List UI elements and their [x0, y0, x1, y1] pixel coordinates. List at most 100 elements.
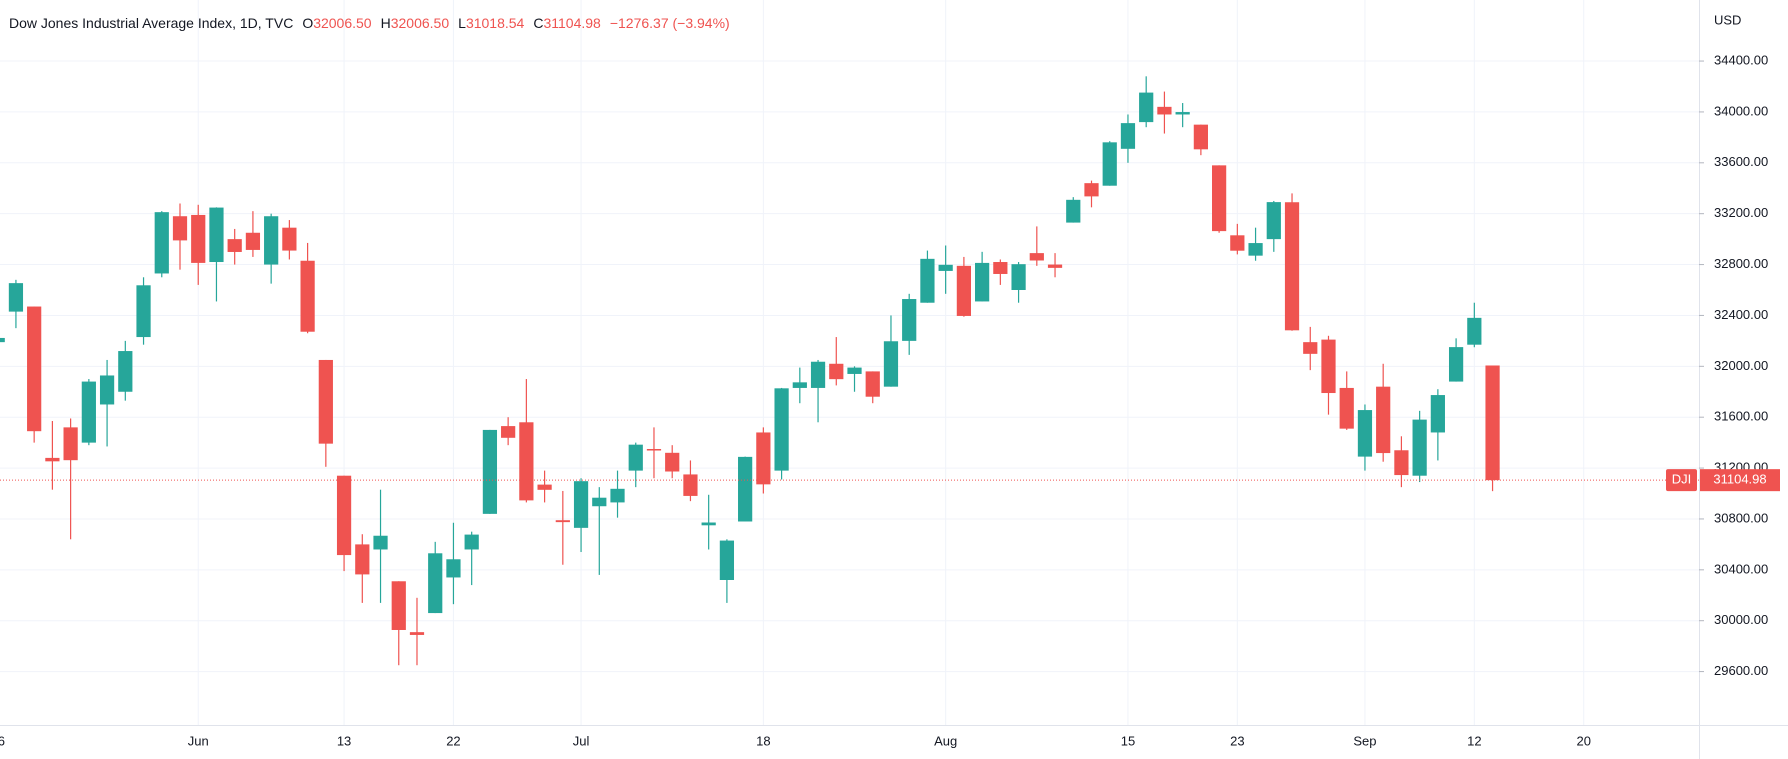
x-tick-label: Aug — [934, 733, 957, 748]
candle-body — [8, 283, 24, 312]
x-tick-label: 20 — [1576, 733, 1590, 748]
candle-body — [1248, 243, 1263, 256]
chart-header: Dow Jones Industrial Average Index, 1D, … — [9, 15, 730, 31]
candle-body — [1139, 92, 1154, 123]
candle-body — [1157, 106, 1172, 115]
candle-body — [409, 632, 425, 635]
y-tick-label: 34400.00 — [1714, 52, 1768, 67]
candle-body — [592, 497, 607, 507]
x-tick-label: 18 — [756, 733, 770, 748]
candle-body — [428, 553, 443, 614]
candle-body — [938, 264, 953, 271]
legend-label: C — [533, 15, 543, 31]
x-tick-label: 15 — [1121, 733, 1135, 748]
price-badge — [1700, 469, 1780, 492]
candle-body — [99, 375, 115, 405]
candle-body — [865, 371, 880, 397]
candle-body — [1394, 450, 1409, 476]
candle-body — [81, 381, 96, 443]
x-tick-label: 22 — [446, 733, 460, 748]
candle-body — [1102, 142, 1117, 186]
candle-body — [719, 540, 735, 580]
y-tick-label: 31600.00 — [1714, 409, 1768, 424]
candle-body — [1011, 264, 1026, 290]
candle-body — [756, 432, 771, 485]
y-tick-label: 33600.00 — [1714, 154, 1768, 169]
candle-body — [1084, 183, 1099, 197]
y-tick-label: 32400.00 — [1714, 307, 1768, 322]
candle-body — [646, 448, 662, 451]
candle-body — [172, 216, 188, 241]
candle-body — [883, 341, 899, 387]
candle-body — [209, 207, 224, 263]
y-tick-label: 32800.00 — [1714, 256, 1768, 271]
candle-body — [1120, 123, 1136, 149]
x-tick-label: Jul — [573, 733, 590, 748]
y-tick-label: 32000.00 — [1714, 358, 1768, 373]
candle-body — [847, 367, 862, 374]
candle-body — [701, 522, 716, 526]
x-tick-label: Sep — [1353, 733, 1376, 748]
y-tick-label: 30000.00 — [1714, 612, 1768, 627]
candle-body — [628, 444, 643, 471]
candles — [0, 76, 1699, 666]
candle-body — [355, 544, 370, 575]
candle-body — [1230, 235, 1245, 251]
candle-body — [245, 232, 261, 250]
candle-body — [993, 262, 1008, 274]
y-tick-label: 30400.00 — [1714, 561, 1768, 576]
currency-label: USD — [1714, 12, 1741, 27]
grid — [0, 0, 1699, 725]
candle-body — [1485, 365, 1500, 481]
candle-body — [610, 488, 625, 503]
candle-body — [264, 216, 279, 265]
candle-body — [1448, 347, 1464, 382]
y-tick-label: 34000.00 — [1714, 103, 1768, 118]
candle-body — [519, 422, 534, 501]
candle-body — [282, 227, 297, 251]
candle-body — [829, 363, 844, 380]
candle-body — [1339, 387, 1354, 429]
candle-body — [136, 285, 151, 338]
x-tick-label: 13 — [337, 733, 351, 748]
candle-body — [1284, 202, 1300, 331]
candle-body — [1321, 339, 1336, 394]
x-tick-label: Jun — [188, 733, 209, 748]
candle-body — [373, 535, 388, 550]
candle-body — [920, 258, 935, 303]
candle-body — [464, 534, 479, 550]
candle-body — [227, 239, 242, 252]
candle-body — [738, 456, 753, 522]
legend-value: 31018.54 — [466, 15, 525, 31]
candle-body — [501, 426, 516, 438]
y-tick-label: 29600.00 — [1714, 663, 1768, 678]
symbol-badge — [1666, 469, 1697, 492]
candle-body — [1066, 199, 1081, 223]
y-tick-label: 33200.00 — [1714, 205, 1768, 220]
candle-body — [774, 388, 789, 471]
candle-body — [446, 559, 461, 578]
candle-body — [573, 481, 589, 528]
candle-body — [336, 475, 352, 556]
legend-value: 31104.98 — [543, 15, 601, 31]
legend-label: L — [458, 15, 466, 31]
candle-body — [810, 361, 826, 388]
candle-body — [1357, 410, 1373, 457]
candle-body — [0, 337, 5, 343]
x-tick-label: 23 — [1230, 733, 1244, 748]
candle-body — [300, 260, 315, 332]
candle-body — [63, 427, 78, 461]
candle-body — [1266, 202, 1281, 240]
candle-body — [118, 351, 133, 392]
candle-body — [975, 262, 990, 302]
candle-body — [1412, 419, 1427, 476]
symbol-label: DJI — [1672, 472, 1692, 487]
candle-body — [683, 474, 698, 496]
candle-body — [902, 299, 917, 341]
candle-body — [665, 452, 680, 472]
price-label: 31104.98 — [1713, 472, 1766, 487]
candle-body — [537, 484, 552, 490]
candle-body — [1175, 112, 1190, 115]
